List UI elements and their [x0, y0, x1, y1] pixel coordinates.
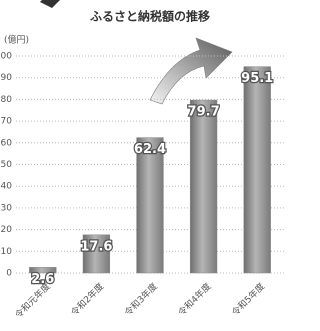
y-tick-label: 40 — [1, 182, 13, 192]
x-tick-label: 令和5年度 — [229, 280, 267, 318]
y-tick-label: 70 — [1, 117, 13, 127]
bar — [137, 138, 164, 273]
x-tick-label: 令和4年度 — [175, 280, 213, 318]
data-label: 2.6 — [31, 272, 54, 287]
y-tick-label: 80 — [1, 95, 13, 105]
data-label: 79.7 — [188, 105, 220, 120]
x-tick-label: 令和2年度 — [68, 280, 106, 318]
y-tick-label: 20 — [1, 225, 13, 235]
chart-title: ふるさと納税額の推移 — [90, 9, 210, 24]
chart: ふるさと納税額の推移 (億円) 0 10 20 30 40 50 60 70 80 90 100 令和… — [0, 0, 288, 331]
data-label: 62.4 — [134, 142, 166, 157]
bar — [190, 100, 217, 273]
data-label: 95.1 — [241, 71, 273, 86]
bar — [244, 67, 271, 273]
x-tick-label: 令和3年度 — [122, 280, 160, 318]
y-tick-label: 50 — [1, 160, 13, 170]
data-label: 17.6 — [80, 239, 112, 254]
decoration — [40, 0, 60, 8]
y-tick-label: 10 — [1, 247, 13, 257]
y-tick-label: 100 — [0, 52, 12, 62]
y-tick-label: 60 — [1, 138, 13, 148]
trend-arrow — [150, 38, 232, 104]
y-tick-label: 30 — [1, 203, 13, 213]
y-tick-label: 0 — [6, 269, 12, 279]
y-axis-label: (億円) — [4, 34, 29, 46]
y-tick-label: 90 — [1, 73, 13, 83]
